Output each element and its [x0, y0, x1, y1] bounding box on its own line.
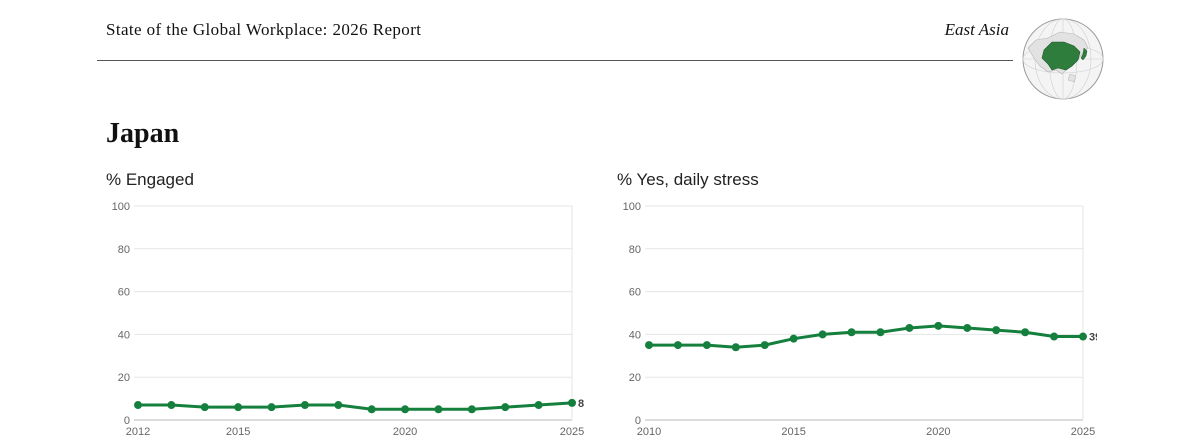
engaged-point-2014 — [200, 403, 209, 412]
engaged-point-2025 — [568, 398, 576, 407]
stress-point-2015 — [789, 334, 798, 343]
engaged-x-tick-2015: 2015 — [226, 426, 250, 438]
stress-x-tick-2020: 2020 — [926, 426, 950, 438]
engaged-y-tick-60: 60 — [118, 287, 130, 299]
japan-shape — [1080, 47, 1088, 61]
stress-point-2017 — [847, 328, 856, 337]
stress-point-2010 — [645, 341, 653, 350]
engaged-series-line — [138, 401, 573, 411]
stress-point-2014 — [760, 341, 769, 350]
region-label: East Asia — [944, 20, 1009, 39]
stress-x-tick-2010: 2010 — [637, 426, 661, 438]
stress-chart-svg: 020406080100201020152020202539 — [623, 201, 1097, 438]
stress-point-2021 — [963, 323, 972, 332]
stress-x-tick-2025: 2025 — [1071, 426, 1095, 438]
stress-y-tick-20: 20 — [629, 372, 641, 384]
chart-title-stress: % Yes, daily stress — [617, 170, 759, 189]
engaged-x-tick-2012: 2012 — [126, 426, 150, 438]
engaged-chart: % Engaged 0 20 40 60 80 100 2012 2015 2020 2025 8 — [106, 168, 586, 440]
engaged-y-tick-80: 80 — [118, 244, 130, 256]
report-title: State of the Global Workplace: 2026 Repo… — [106, 20, 422, 39]
region-highlight — [1041, 41, 1081, 71]
stress-point-2023 — [1021, 328, 1030, 337]
stress-y-tick-40: 40 — [629, 329, 641, 341]
engaged-point-2020 — [401, 405, 410, 414]
stress-point-2024 — [1050, 332, 1059, 341]
stress-point-2019 — [905, 323, 914, 332]
stress-point-2016 — [818, 330, 827, 339]
stress-y-tick-100: 100 — [623, 201, 641, 213]
engaged-point-2016 — [267, 403, 276, 412]
globe-east-asia-icon — [1022, 18, 1104, 100]
country-title: Japan — [106, 118, 180, 149]
engaged-point-2018 — [334, 401, 343, 410]
engaged-point-2015 — [234, 403, 243, 412]
stress-chart: % Yes, daily stress 0 20 40 60 80 100 2010 2015… — [617, 168, 1097, 440]
stress-point-2013 — [731, 343, 740, 352]
stress-series-line — [649, 324, 1083, 349]
engaged-point-2023 — [501, 403, 510, 412]
engaged-y-tick-20: 20 — [118, 372, 130, 384]
engaged-x-tick-2025: 2025 — [560, 426, 584, 438]
header-divider — [97, 60, 1013, 61]
engaged-y-tick-40: 40 — [118, 329, 130, 341]
stress-point-2012 — [702, 341, 711, 350]
engaged-y-tick-100: 100 — [112, 201, 130, 213]
stress-y-tick-80: 80 — [629, 244, 641, 256]
engaged-x-tick-2020: 2020 — [393, 426, 417, 438]
engaged-point-2022 — [467, 405, 476, 414]
engaged-point-2021 — [434, 405, 443, 414]
chart-title-engaged: % Engaged — [106, 170, 194, 189]
engaged-end-label: 8 — [578, 398, 584, 410]
engaged-point-2019 — [367, 405, 376, 414]
engaged-point-2017 — [300, 401, 309, 410]
stress-end-label: 39 — [1089, 332, 1097, 344]
engaged-point-2024 — [534, 401, 543, 410]
stress-point-2011 — [673, 341, 682, 350]
stress-x-tick-2015: 2015 — [781, 426, 805, 438]
engaged-point-2012 — [134, 401, 142, 410]
engaged-point-2013 — [167, 401, 176, 410]
stress-point-2018 — [876, 328, 885, 337]
stress-y-tick-60: 60 — [629, 287, 641, 299]
stress-point-2020 — [934, 321, 943, 330]
stress-point-2022 — [992, 326, 1001, 335]
stress-point-2025 — [1079, 332, 1087, 341]
